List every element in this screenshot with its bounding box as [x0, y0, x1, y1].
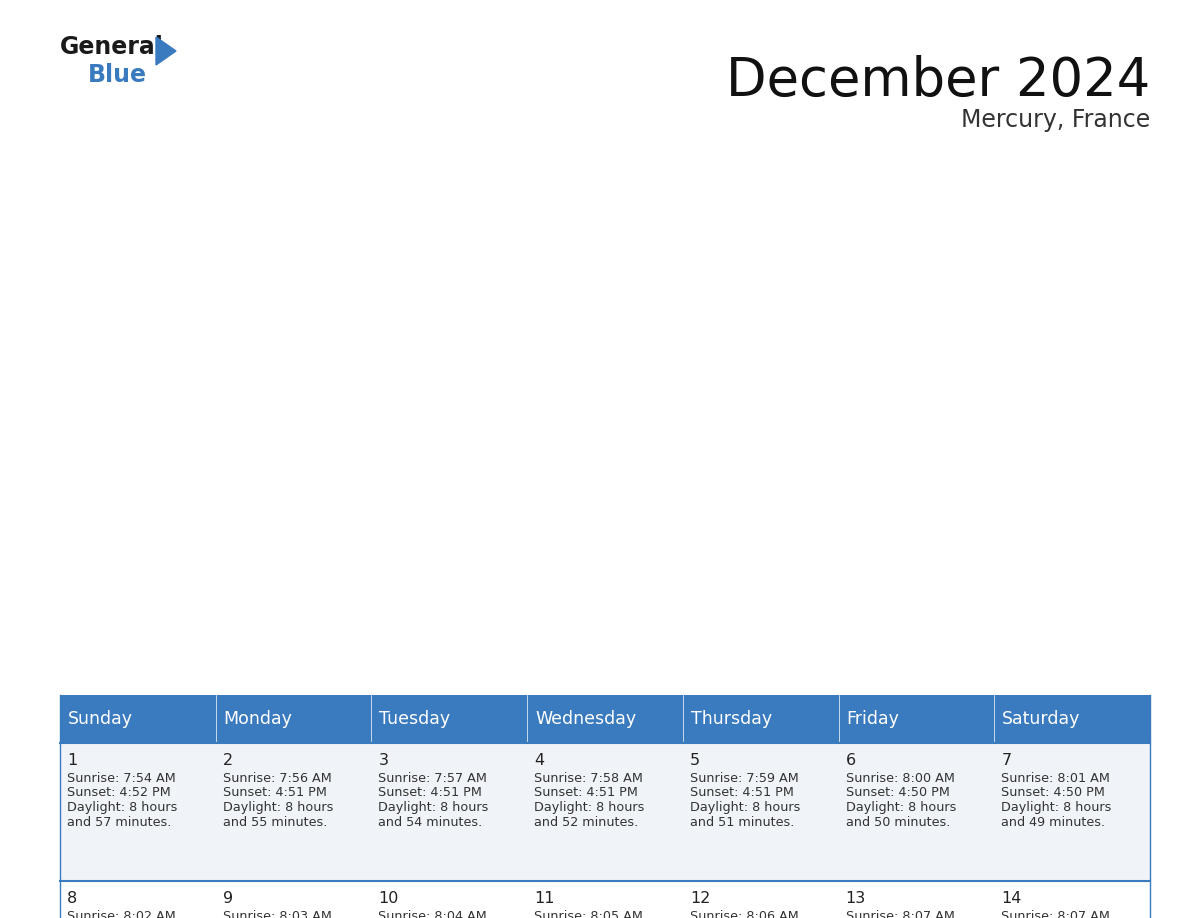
Text: Sunrise: 7:58 AM: Sunrise: 7:58 AM	[535, 772, 643, 785]
Text: December 2024: December 2024	[726, 55, 1150, 107]
Text: Daylight: 8 hours: Daylight: 8 hours	[222, 801, 333, 814]
Bar	[994, 695, 1150, 743]
Text: 5: 5	[690, 753, 700, 768]
Bar	[527, 695, 683, 743]
Text: and 51 minutes.: and 51 minutes.	[690, 815, 795, 829]
Bar	[216, 695, 372, 743]
Text: Sunrise: 8:02 AM: Sunrise: 8:02 AM	[67, 910, 176, 918]
Text: and 49 minutes.: and 49 minutes.	[1001, 815, 1105, 829]
Text: Sunrise: 8:05 AM: Sunrise: 8:05 AM	[535, 910, 643, 918]
Text: Tuesday: Tuesday	[379, 710, 450, 728]
Text: Sunrise: 8:01 AM: Sunrise: 8:01 AM	[1001, 772, 1110, 785]
Text: and 55 minutes.: and 55 minutes.	[222, 815, 327, 829]
Text: Mercury, France: Mercury, France	[961, 108, 1150, 132]
Text: 10: 10	[379, 891, 399, 906]
Text: Blue: Blue	[88, 63, 147, 87]
Text: Daylight: 8 hours: Daylight: 8 hours	[1001, 801, 1112, 814]
Text: Sunset: 4:50 PM: Sunset: 4:50 PM	[846, 787, 949, 800]
Text: 12: 12	[690, 891, 710, 906]
Text: Sunset: 4:51 PM: Sunset: 4:51 PM	[535, 787, 638, 800]
Text: Wednesday: Wednesday	[535, 710, 637, 728]
Polygon shape	[156, 37, 176, 65]
Text: Daylight: 8 hours: Daylight: 8 hours	[846, 801, 956, 814]
Text: Sunrise: 7:56 AM: Sunrise: 7:56 AM	[222, 772, 331, 785]
Text: Sunrise: 8:07 AM: Sunrise: 8:07 AM	[1001, 910, 1110, 918]
Text: Sunset: 4:51 PM: Sunset: 4:51 PM	[690, 787, 794, 800]
Text: Daylight: 8 hours: Daylight: 8 hours	[67, 801, 177, 814]
Text: and 52 minutes.: and 52 minutes.	[535, 815, 638, 829]
Text: 6: 6	[846, 753, 855, 768]
Text: 2: 2	[222, 753, 233, 768]
Text: 3: 3	[379, 753, 388, 768]
Text: Daylight: 8 hours: Daylight: 8 hours	[535, 801, 645, 814]
Text: Sunset: 4:52 PM: Sunset: 4:52 PM	[67, 787, 171, 800]
Text: Sunrise: 7:59 AM: Sunrise: 7:59 AM	[690, 772, 798, 785]
Text: General: General	[61, 35, 164, 59]
Text: 1: 1	[67, 753, 77, 768]
Text: Sunrise: 8:06 AM: Sunrise: 8:06 AM	[690, 910, 798, 918]
Text: Saturday: Saturday	[1003, 710, 1081, 728]
Text: 14: 14	[1001, 891, 1022, 906]
Text: 8: 8	[67, 891, 77, 906]
Text: Monday: Monday	[223, 710, 292, 728]
Text: Daylight: 8 hours: Daylight: 8 hours	[379, 801, 488, 814]
Text: Sunset: 4:51 PM: Sunset: 4:51 PM	[379, 787, 482, 800]
Text: Friday: Friday	[847, 710, 899, 728]
Text: 9: 9	[222, 891, 233, 906]
Text: Sunrise: 7:57 AM: Sunrise: 7:57 AM	[379, 772, 487, 785]
Text: Sunrise: 8:04 AM: Sunrise: 8:04 AM	[379, 910, 487, 918]
Text: Sunset: 4:50 PM: Sunset: 4:50 PM	[1001, 787, 1105, 800]
Text: 7: 7	[1001, 753, 1011, 768]
Text: Daylight: 8 hours: Daylight: 8 hours	[690, 801, 801, 814]
Bar	[372, 695, 527, 743]
Bar	[61, 743, 1150, 881]
Text: and 50 minutes.: and 50 minutes.	[846, 815, 950, 829]
Text: Sunday: Sunday	[68, 710, 133, 728]
Text: Thursday: Thursday	[691, 710, 772, 728]
Bar	[61, 695, 216, 743]
Text: 11: 11	[535, 891, 555, 906]
Text: Sunrise: 8:00 AM: Sunrise: 8:00 AM	[846, 772, 954, 785]
Bar	[683, 695, 839, 743]
Text: and 54 minutes.: and 54 minutes.	[379, 815, 482, 829]
Text: Sunrise: 7:54 AM: Sunrise: 7:54 AM	[67, 772, 176, 785]
Text: 4: 4	[535, 753, 544, 768]
Text: Sunrise: 8:07 AM: Sunrise: 8:07 AM	[846, 910, 954, 918]
Bar	[61, 881, 1150, 918]
Text: Sunrise: 8:03 AM: Sunrise: 8:03 AM	[222, 910, 331, 918]
Text: 13: 13	[846, 891, 866, 906]
Text: Sunset: 4:51 PM: Sunset: 4:51 PM	[222, 787, 327, 800]
Bar	[839, 695, 994, 743]
Text: and 57 minutes.: and 57 minutes.	[67, 815, 171, 829]
